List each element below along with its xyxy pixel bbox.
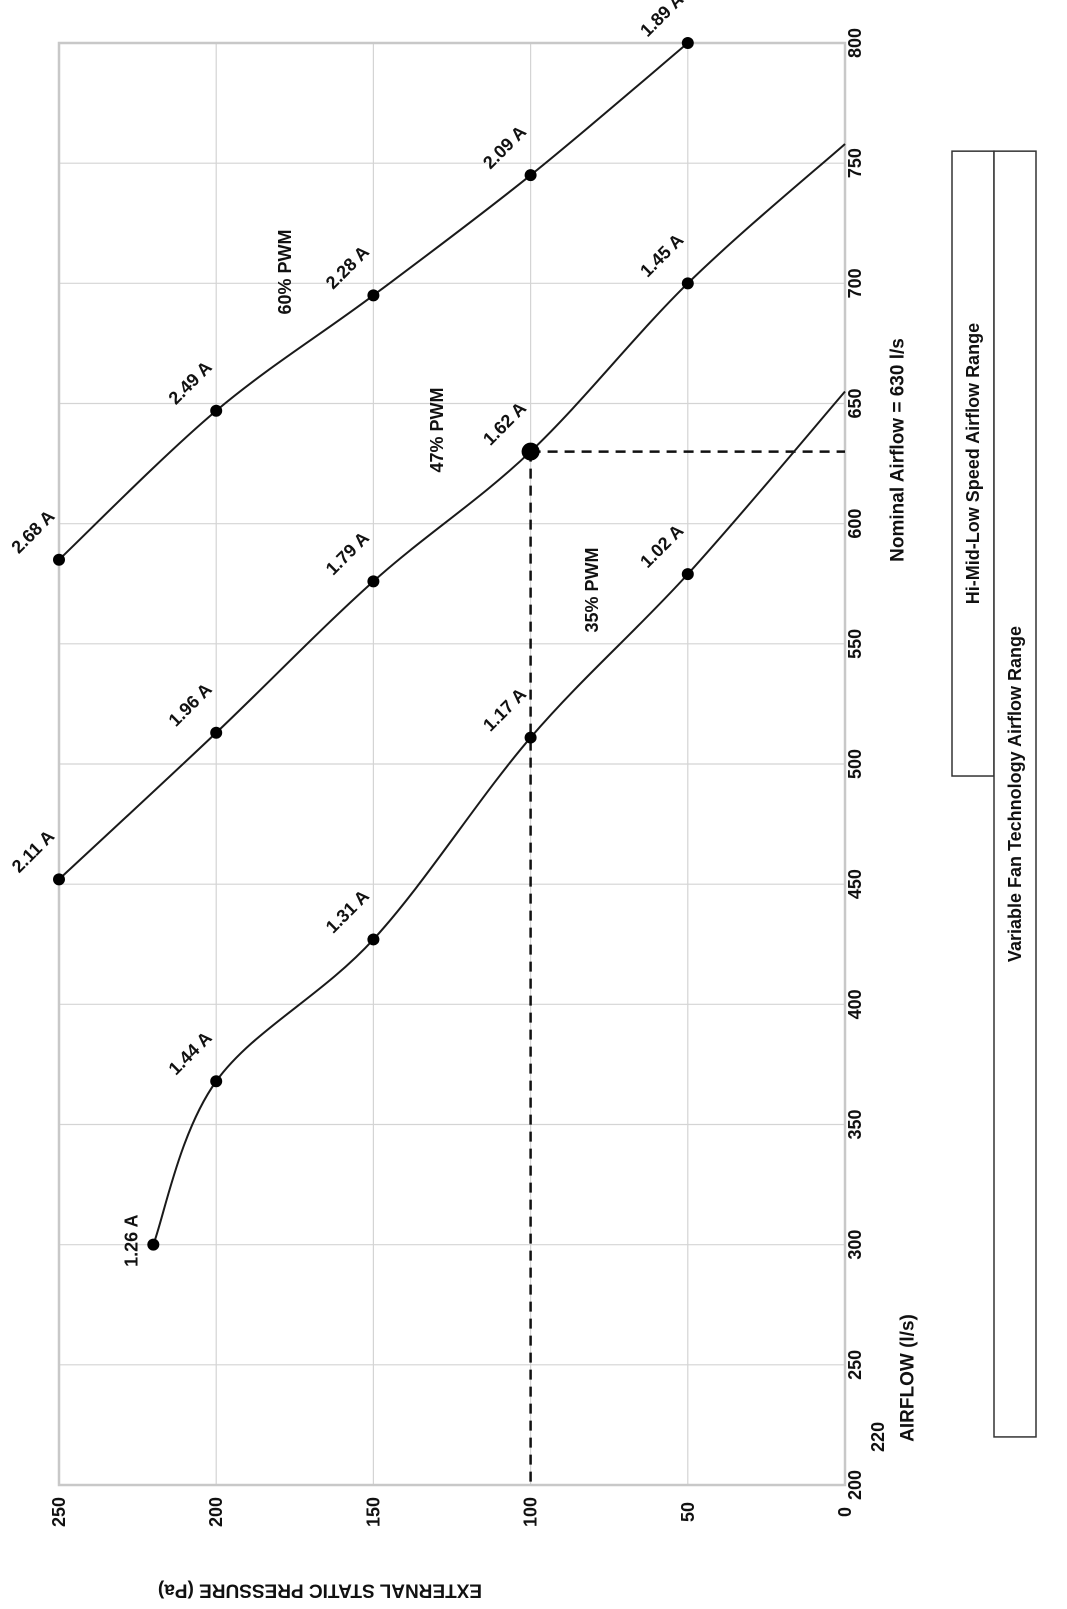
point-current-label: 1.96 A [165, 679, 216, 730]
point-current-label: 1.26 A [121, 1214, 141, 1266]
airflow-axis-title: AIRFLOW (l/s) [898, 1314, 919, 1442]
airflow-tick-label: 300 [845, 1230, 865, 1260]
point-current-label: 1.02 A [636, 521, 687, 572]
plot-frame [57, 41, 847, 1487]
data-point [521, 442, 540, 461]
point-current-label: 1.79 A [322, 528, 373, 579]
data-point [367, 575, 380, 588]
airflow-tick-label: 200 [845, 1470, 865, 1500]
data-point [210, 404, 223, 417]
pressure-axis-title: EXTERNAL STATIC PRESSURE (Pa) [158, 1580, 482, 1601]
point-current-label: 1.45 A [636, 230, 687, 281]
airflow-range-box-1 [951, 150, 995, 777]
data-point [367, 289, 380, 302]
label-layer: 2.68 A 2.49 A 2.28 A 2.09 A 1.89 A 2.11 A 1.96… [7, 0, 687, 1267]
series-name-label: 60% PWM [275, 229, 295, 314]
data-point [53, 873, 65, 886]
axis-layer: 2002503003504004505005506006507007508002… [49, 28, 919, 1601]
airflow-tick-label: 550 [845, 629, 865, 659]
point-current-label: 1.89 A [636, 0, 687, 41]
airflow-tick-label: 700 [845, 268, 865, 298]
pressure-tick-label: 250 [49, 1497, 69, 1527]
point-current-label: 2.49 A [165, 357, 216, 408]
pressure-tick-label: 150 [363, 1497, 383, 1527]
plot-border [57, 41, 847, 1487]
point-layer [53, 37, 694, 1251]
airflow-tick-label: 750 [845, 148, 865, 178]
airflow-tick-label: 400 [845, 989, 865, 1019]
airflow-tick-label: 350 [845, 1109, 865, 1139]
series-line-2 [58, 143, 846, 881]
airflow-tick-label-extra: 220 [868, 1422, 888, 1452]
pressure-tick-label: 100 [521, 1497, 541, 1527]
data-point [367, 933, 380, 946]
nominal-airflow-label: Nominal Airflow = 630 l/s [888, 338, 909, 562]
airflow-tick-label: 250 [845, 1350, 865, 1380]
data-point [53, 553, 65, 566]
range-layer: Hi-Mid-Low Speed Airflow Range Variable F… [951, 150, 1037, 1438]
point-current-label: 2.09 A [479, 122, 530, 173]
pressure-tick-label: 0 [835, 1507, 855, 1517]
pressure-tick-label: 50 [678, 1502, 698, 1522]
data-point [681, 277, 694, 290]
point-current-label: 2.68 A [7, 506, 58, 557]
series-line-3 [152, 390, 846, 1246]
series-name-label: 47% PWM [427, 387, 447, 472]
point-current-label: 1.62 A [479, 398, 530, 449]
series-name-label: 35% PWM [582, 547, 602, 632]
point-current-label: 1.31 A [322, 886, 373, 937]
data-point [147, 1238, 160, 1251]
airflow-tick-label: 600 [845, 509, 865, 539]
data-point [681, 568, 694, 581]
airflow-range-label: Hi-Mid-Low Speed Airflow Range [963, 323, 983, 604]
point-current-label: 2.28 A [322, 242, 373, 293]
nominal-reference-lines [529, 450, 845, 1485]
point-current-label: 1.44 A [165, 1028, 216, 1079]
airflow-tick-label: 650 [845, 388, 865, 418]
airflow-tick-label: 500 [845, 749, 865, 779]
point-current-label: 2.11 A [8, 826, 58, 876]
grid-layer [58, 42, 846, 1486]
pressure-tick-label: 200 [206, 1497, 226, 1527]
data-point [210, 726, 223, 739]
data-point [210, 1075, 223, 1088]
data-point [524, 169, 537, 182]
point-current-label: 1.17 A [479, 684, 530, 735]
data-point [681, 37, 694, 49]
airflow-tick-label: 800 [845, 28, 865, 58]
airflow-range-box-2 [993, 150, 1037, 1438]
data-point [524, 731, 537, 744]
airflow-tick-label: 450 [845, 869, 865, 899]
airflow-range-label: Variable Fan Technology Airflow Range [1005, 626, 1025, 962]
